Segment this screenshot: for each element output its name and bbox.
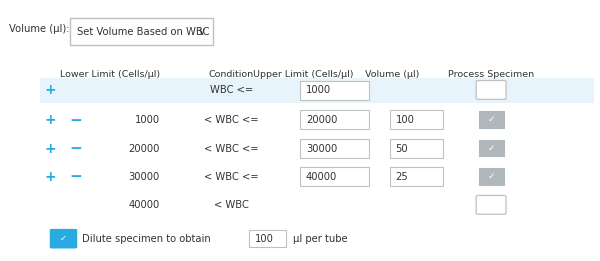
Text: < WBC: < WBC xyxy=(214,200,249,210)
FancyBboxPatch shape xyxy=(479,140,503,156)
Text: μl per tube: μl per tube xyxy=(293,234,348,244)
Text: Volume (μl):: Volume (μl): xyxy=(8,23,69,33)
Text: < WBC <=: < WBC <= xyxy=(204,172,259,182)
Text: Condition: Condition xyxy=(209,70,254,79)
Text: −: − xyxy=(70,169,82,185)
FancyBboxPatch shape xyxy=(300,167,368,186)
Text: 40000: 40000 xyxy=(306,172,337,182)
Text: 20000: 20000 xyxy=(306,115,337,125)
Text: +: + xyxy=(44,141,56,156)
Text: ∨: ∨ xyxy=(197,27,206,37)
FancyBboxPatch shape xyxy=(389,139,443,158)
Text: 50: 50 xyxy=(395,144,408,153)
FancyBboxPatch shape xyxy=(479,168,503,185)
FancyBboxPatch shape xyxy=(50,229,77,248)
Text: ✓: ✓ xyxy=(487,172,495,181)
Text: 40000: 40000 xyxy=(128,200,160,210)
Text: ✓: ✓ xyxy=(487,115,495,124)
Text: 100: 100 xyxy=(255,234,274,244)
Text: Process Specimen: Process Specimen xyxy=(448,70,534,79)
FancyBboxPatch shape xyxy=(479,111,503,128)
FancyBboxPatch shape xyxy=(300,81,368,99)
Text: 1000: 1000 xyxy=(306,85,331,96)
Text: −: − xyxy=(70,113,82,128)
Text: 20000: 20000 xyxy=(128,144,160,153)
Text: Dilute specimen to obtain: Dilute specimen to obtain xyxy=(82,234,211,244)
Text: < WBC <=: < WBC <= xyxy=(204,144,259,153)
FancyBboxPatch shape xyxy=(476,81,506,99)
Text: ✓: ✓ xyxy=(60,234,67,243)
FancyBboxPatch shape xyxy=(476,195,506,214)
Text: +: + xyxy=(44,170,56,184)
Text: 25: 25 xyxy=(395,172,409,182)
Text: 1000: 1000 xyxy=(134,115,160,125)
FancyBboxPatch shape xyxy=(300,110,368,129)
Text: < WBC <=: < WBC <= xyxy=(204,115,259,125)
Text: ✓: ✓ xyxy=(487,144,495,153)
Text: WBC <=: WBC <= xyxy=(209,85,253,96)
FancyBboxPatch shape xyxy=(70,18,214,45)
Text: Lower Limit (Cells/μl): Lower Limit (Cells/μl) xyxy=(59,70,160,79)
Text: 100: 100 xyxy=(395,115,415,125)
Text: +: + xyxy=(44,84,56,97)
FancyBboxPatch shape xyxy=(300,139,368,158)
FancyBboxPatch shape xyxy=(40,78,595,103)
FancyBboxPatch shape xyxy=(249,230,286,247)
Text: Set Volume Based on WBC: Set Volume Based on WBC xyxy=(77,27,210,37)
Text: −: − xyxy=(70,141,82,156)
Text: Upper Limit (Cells/μl): Upper Limit (Cells/μl) xyxy=(253,70,353,79)
Text: Volume (μl): Volume (μl) xyxy=(365,70,420,79)
FancyBboxPatch shape xyxy=(389,110,443,129)
Text: 30000: 30000 xyxy=(128,172,160,182)
Text: +: + xyxy=(44,113,56,127)
Text: 30000: 30000 xyxy=(306,144,337,153)
FancyBboxPatch shape xyxy=(389,167,443,186)
